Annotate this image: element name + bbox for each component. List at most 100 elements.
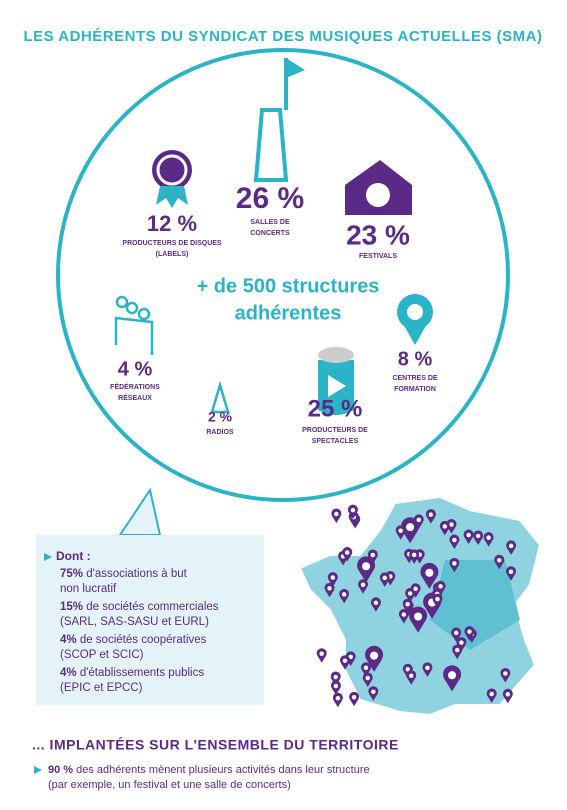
pin-dot: [327, 586, 332, 591]
pin-dot: [398, 528, 403, 533]
pin-dot: [497, 557, 502, 563]
callout-item: 15% de sociétés commerciales: [60, 601, 219, 613]
pin-dot: [407, 591, 413, 596]
segment-value: 23 %: [346, 219, 410, 250]
pin-dot: [363, 665, 369, 671]
pin-dot: [382, 575, 387, 581]
bullet: [44, 553, 52, 561]
callout-bold: 15%: [60, 601, 83, 613]
pin-dot: [508, 569, 514, 574]
pin-dot: [416, 517, 422, 523]
pin-dot: [373, 600, 379, 606]
segment-label: FORMATION: [394, 386, 436, 393]
pin-dot: [342, 658, 348, 663]
pin-dot: [413, 586, 418, 592]
pin-dot: [333, 683, 339, 689]
pin-dot: [486, 535, 491, 540]
map-region: [430, 560, 520, 650]
segment-label: CONCERTS: [250, 230, 290, 237]
segment-label: PRODUCTEURS DE DISQUES: [122, 240, 222, 247]
pin-dot: [341, 592, 347, 597]
callout-item: 4% de sociétés coopératives: [60, 634, 207, 646]
segment-label: RADIOS: [206, 429, 234, 436]
pin-dot: [459, 640, 464, 645]
pin-dot: [350, 507, 356, 513]
pin-dot: [508, 543, 514, 549]
callout-item-line2: (EPIC et EPCC): [60, 682, 143, 694]
segment-value: 12 %: [147, 211, 197, 236]
callout-pointer: [118, 487, 162, 536]
pin-dot: [362, 562, 371, 571]
pin-dot: [360, 582, 366, 588]
pin-dot: [505, 692, 511, 697]
pin-dot: [344, 550, 350, 555]
pin-dot: [466, 532, 471, 538]
pin-dot: [405, 667, 411, 672]
segment-label: RÉSEAUX: [118, 393, 152, 402]
segment-label: FESTIVALS: [359, 253, 397, 260]
segment-value: 25 %: [308, 395, 363, 422]
pin-dot: [406, 523, 415, 532]
callout-rest: d'associations à but: [83, 568, 188, 580]
pin-dot: [401, 612, 407, 617]
icons: [114, 58, 433, 415]
center-line: adhérentes: [235, 302, 342, 324]
pin-dot: [330, 575, 336, 580]
pin-dot: [454, 647, 460, 653]
pin-dot: [452, 537, 457, 543]
segment-value: 26 %: [236, 182, 304, 215]
segment-label: FÉDÉRATIONS: [110, 382, 160, 391]
pin-dot: [370, 651, 379, 660]
territory-bold: 90 %: [48, 764, 73, 776]
france-map: [298, 495, 542, 717]
territory-rest: des adhérents mènent plusieurs activités…: [73, 764, 370, 776]
callout-bold: 75%: [60, 568, 83, 580]
pin-dot: [467, 629, 472, 634]
segment-label: (LABELS): [156, 251, 189, 258]
pin-dot: [425, 665, 430, 671]
pins: [316, 504, 517, 708]
callout-rest: de sociétés commerciales: [83, 601, 219, 613]
segment-label: SPECTACLES: [312, 438, 359, 445]
pin-dot: [453, 630, 459, 636]
pin-dot: [503, 671, 508, 676]
callout-rest: de sociétés coopératives: [77, 634, 207, 646]
pin-dot: [333, 674, 338, 680]
callout-heading: Dont :: [56, 549, 91, 563]
pin-dot: [448, 671, 457, 680]
pin-dot: [335, 695, 341, 701]
callout-item-line2: non lucratif: [60, 583, 117, 595]
title: LES ADHÉRENTS DU SYNDICAT DES MUSIQUES A…: [24, 28, 543, 45]
segment-label: PRODUCTEURS DE: [302, 427, 368, 434]
pin-dot: [475, 533, 481, 539]
center-line: + de 500 structures: [197, 275, 380, 297]
segment-value: 4 %: [118, 358, 153, 380]
pin-dot: [489, 691, 494, 697]
pin-dot: [334, 511, 339, 517]
territory-text: 90 % des adhérents mènent plusieurs acti…: [48, 764, 370, 776]
pin-dot: [411, 552, 417, 558]
pin-dot: [351, 695, 357, 700]
pin-dot: [414, 612, 423, 621]
pin-dot: [452, 561, 457, 566]
segment-label: CENTRES DE: [392, 375, 437, 382]
segment-value: 2 %: [208, 409, 233, 425]
territory-line2: (par exemple, un festival et une salle d…: [48, 779, 291, 791]
segment-label: SALLES DE: [250, 219, 290, 226]
pin-dot: [425, 568, 434, 577]
pin-dot: [428, 512, 434, 517]
pin-dot: [449, 522, 454, 527]
callout-rest: d'établissements publics: [77, 667, 205, 679]
segment-value: 8 %: [398, 348, 433, 370]
callout-item-line2: (SCOP et SCIC): [60, 649, 144, 661]
pin-dot: [438, 584, 443, 589]
pin-dot: [371, 689, 376, 694]
callout-item: 75% d'associations à but: [60, 568, 188, 580]
pin-dot: [409, 673, 414, 678]
callout-bold: 4%: [60, 634, 77, 646]
bullet: [34, 766, 42, 774]
pin-dot: [405, 601, 410, 607]
pin-dot: [435, 596, 440, 602]
